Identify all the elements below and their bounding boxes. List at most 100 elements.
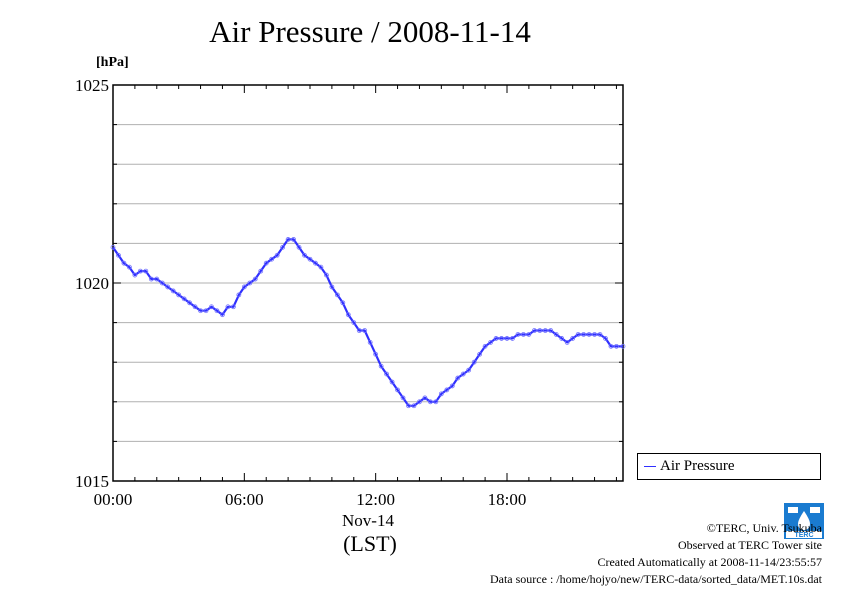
x-tick-label: 06:00 [225, 490, 264, 509]
x-axis-timezone-label: (LST) [343, 531, 397, 556]
legend-swatch [644, 466, 656, 467]
data-point [373, 351, 379, 357]
data-point [187, 300, 193, 306]
logo-text: TERC [794, 532, 813, 539]
data-point [586, 332, 592, 337]
legend-label: Air Pressure [660, 458, 735, 474]
y-tick-label: 1015 [75, 472, 109, 491]
footer-copyright: ©TERC, Univ. Tsukuba [706, 521, 822, 535]
data-point [597, 332, 603, 337]
series-line [112, 238, 623, 407]
data-point [466, 367, 472, 373]
data-point [263, 260, 269, 266]
data-point [608, 343, 614, 349]
data-point [247, 280, 253, 286]
data-point [406, 403, 411, 409]
data-point [258, 268, 264, 274]
footer-created: Created Automatically at 2008-11-14/23:5… [597, 555, 822, 569]
data-point [285, 237, 291, 242]
data-point [493, 336, 499, 341]
axis-ticks [112, 84, 623, 482]
data-point [422, 395, 428, 401]
data-point [318, 264, 324, 270]
data-point [154, 276, 160, 282]
data-point [280, 244, 286, 250]
terc-logo-icon: TERC [784, 503, 824, 539]
data-point [198, 308, 203, 314]
legend: Air Pressure [637, 453, 821, 480]
data-point [515, 332, 521, 337]
tick-labels: 1015 1020 1025 00:00 06:00 12:00 18:00 [75, 76, 526, 509]
series-air-pressure [110, 237, 626, 409]
data-point [444, 387, 450, 393]
data-point [477, 351, 483, 357]
data-point [127, 264, 132, 270]
y-tick-label: 1020 [75, 274, 109, 293]
data-point [433, 399, 439, 405]
x-axis-date-label: Nov-14 [342, 511, 394, 530]
data-point [438, 391, 444, 397]
y-axis-unit-label: [hPa] [96, 55, 129, 70]
data-point [334, 292, 340, 298]
data-point [537, 328, 543, 333]
data-point [313, 260, 318, 266]
footer-observed: Observed at TERC Tower site [677, 538, 822, 552]
chart-title: Air Pressure / 2008-11-14 [209, 14, 531, 49]
data-point [203, 308, 209, 314]
data-point [499, 336, 504, 341]
data-point [252, 276, 258, 282]
data-point [620, 343, 626, 349]
data-point [553, 332, 559, 337]
data-point [192, 304, 198, 310]
data-point [291, 237, 296, 242]
data-point [559, 336, 565, 341]
data-point [302, 252, 307, 258]
data-point [378, 363, 384, 369]
data-point [427, 399, 433, 405]
data-point [165, 284, 171, 290]
data-point [132, 272, 138, 278]
data-point [170, 288, 176, 294]
data-point [269, 256, 275, 262]
data-point [460, 371, 466, 377]
data-point [482, 343, 488, 349]
data-point [603, 336, 608, 341]
data-point [345, 312, 351, 318]
data-point [575, 332, 581, 337]
data-point [356, 328, 362, 333]
data-point [176, 292, 182, 298]
data-point [351, 320, 357, 326]
data-point [455, 375, 461, 381]
data-point [236, 292, 242, 298]
grid-lines [113, 124, 623, 442]
data-point [209, 304, 214, 310]
data-point [384, 371, 390, 377]
data-point [148, 276, 154, 282]
data-point [307, 256, 313, 262]
data-point [340, 300, 346, 306]
x-tick-label: 12:00 [356, 490, 395, 509]
y-tick-label: 1025 [75, 76, 109, 95]
data-point [324, 272, 329, 278]
data-point [614, 343, 619, 349]
data-point [592, 332, 597, 337]
x-tick-label: 18:00 [488, 490, 527, 509]
data-point [488, 339, 493, 345]
data-point [367, 339, 373, 345]
data-point [542, 328, 548, 333]
data-point [521, 332, 526, 337]
data-point [121, 260, 127, 266]
data-point [110, 244, 116, 250]
data-point [181, 296, 187, 302]
data-point [570, 336, 576, 341]
data-point [214, 308, 220, 314]
x-tick-label: 00:00 [94, 490, 133, 509]
data-point [389, 379, 395, 385]
data-point [526, 332, 532, 337]
data-point [274, 252, 280, 258]
data-point [329, 284, 335, 290]
data-point [225, 304, 231, 310]
data-point [116, 252, 121, 258]
data-point [548, 328, 554, 333]
